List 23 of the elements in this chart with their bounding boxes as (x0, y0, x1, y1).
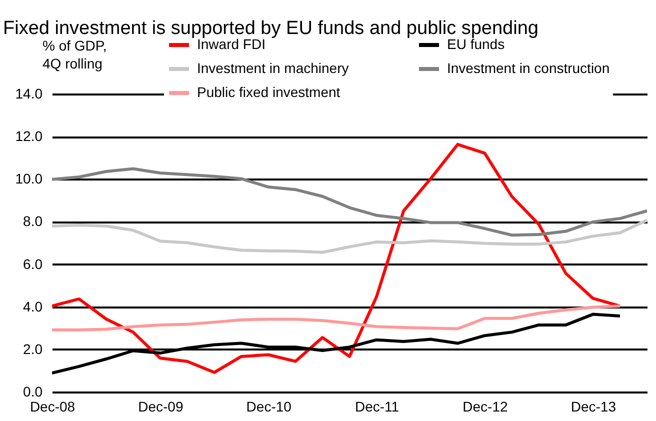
legend-label: Public fixed investment (197, 84, 340, 100)
x-tick-label: Dec-11 (355, 398, 400, 414)
y-tick-label: 6.0 (23, 256, 43, 272)
line-series (52, 142, 622, 374)
y-tick-label: 10.0 (15, 170, 43, 187)
legend-label: Investment in machinery (197, 60, 349, 76)
y-tick-label: 2.0 (23, 340, 43, 357)
line-series (52, 167, 647, 237)
y-tick-label: 4.0 (23, 298, 43, 314)
x-tick-label: Dec-09 (138, 398, 184, 414)
line-series (52, 304, 622, 332)
x-tick-label: Dec-12 (462, 398, 508, 414)
y-tick-label: 14.0 (15, 86, 43, 102)
y-axis-title: % of GDP, 4Q rolling (42, 38, 107, 72)
line-series (52, 218, 647, 254)
y-tick-label: 12.0 (15, 128, 43, 144)
x-tick-label: Dec-13 (570, 398, 616, 414)
y-tick-label: 0.0 (23, 384, 43, 400)
legend-label: Investment in construction (447, 60, 610, 76)
x-tick-label: Dec-08 (30, 398, 76, 414)
y-tick-label: 8.0 (23, 213, 43, 230)
x-tick-label: Dec-10 (246, 398, 292, 414)
chart-title: Fixed investment is supported by EU funds and public spending (3, 18, 538, 39)
